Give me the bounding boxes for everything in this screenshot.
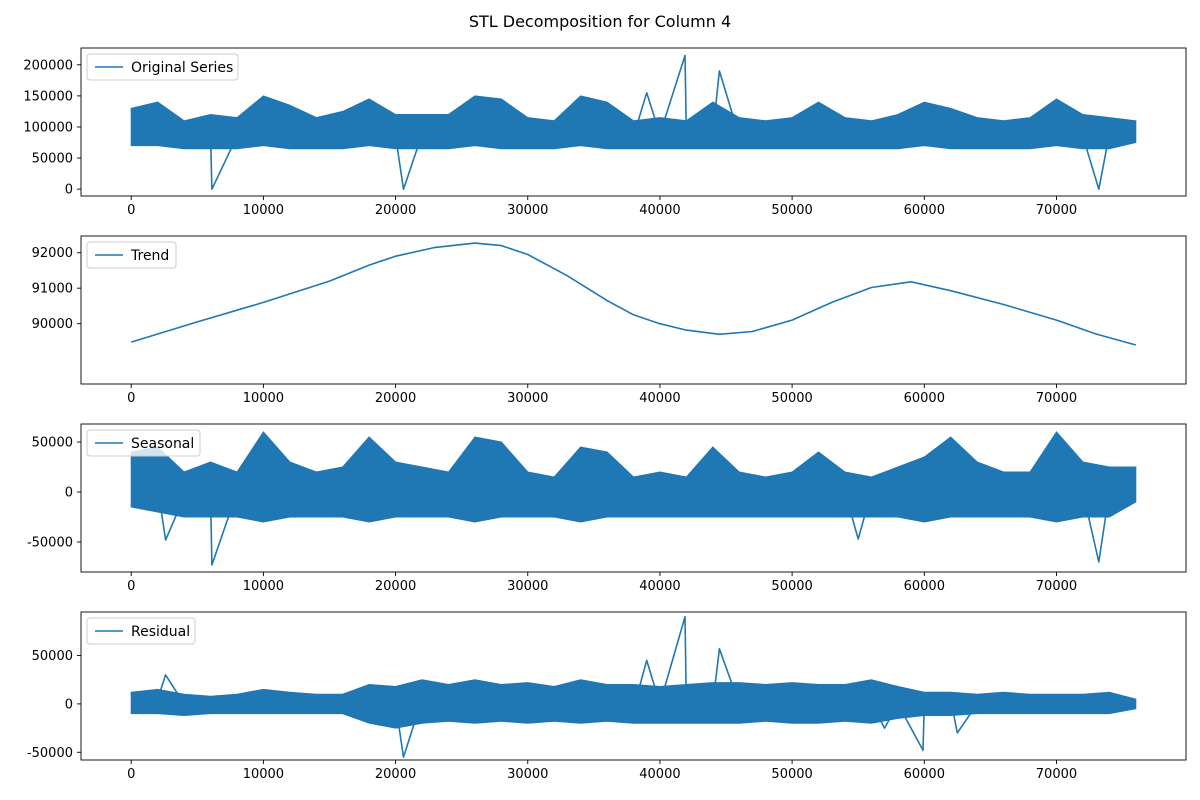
- x-tick-label: 40000: [639, 767, 680, 782]
- plot-area: [130, 616, 1137, 758]
- x-tick-label: 50000: [771, 391, 812, 406]
- y-tick-label: 0: [65, 486, 73, 501]
- legend-label: Original Series: [131, 60, 233, 76]
- x-tick-label: 50000: [771, 203, 812, 218]
- x-tick-label: 20000: [375, 767, 416, 782]
- x-tick-label: 0: [127, 203, 135, 218]
- legend: Residual: [86, 617, 196, 645]
- plot-area: [130, 431, 1137, 566]
- x-tick-label: 40000: [639, 203, 680, 218]
- y-tick-label: 90000: [32, 317, 73, 332]
- legend-label: Seasonal: [131, 436, 194, 452]
- figure-title: STL Decomposition for Column 4: [468, 12, 732, 31]
- x-tick-label: 60000: [904, 579, 945, 594]
- x-tick-label: 0: [127, 391, 135, 406]
- subplot-3: 0 10000 20000 30000 40000 50000 60000 70000 -500…: [27, 423, 1187, 594]
- series-line: [131, 486, 1136, 566]
- x-tick-label: 10000: [243, 767, 284, 782]
- x-tick-label: 20000: [375, 391, 416, 406]
- x-tick-label: 10000: [243, 579, 284, 594]
- y-tick-label: 92000: [32, 246, 73, 261]
- x-tick-label: 30000: [507, 203, 548, 218]
- x-tick-label: 50000: [771, 579, 812, 594]
- axes-frame: [80, 423, 1187, 573]
- legend-label: Trend: [130, 248, 169, 264]
- y-tick-label: 100000: [23, 120, 73, 135]
- x-tick-label: 10000: [243, 391, 284, 406]
- series-band: [130, 679, 1137, 729]
- legend-box: [86, 617, 196, 645]
- y-tick-label: 91000: [32, 282, 73, 297]
- x-tick-label: 70000: [1036, 767, 1077, 782]
- legend: Seasonal: [86, 429, 201, 457]
- axes-frame: [80, 235, 1187, 385]
- x-tick-label: 20000: [375, 579, 416, 594]
- x-tick-label: 30000: [507, 579, 548, 594]
- y-tick-label: 0: [65, 183, 73, 198]
- x-tick-label: 70000: [1036, 203, 1077, 218]
- x-tick-label: 20000: [375, 203, 416, 218]
- plot-area: [130, 242, 1137, 346]
- axes-frame: [80, 611, 1187, 761]
- legend: Original Series: [86, 53, 239, 81]
- axes-frame: [80, 47, 1187, 197]
- y-tick-label: 150000: [23, 89, 73, 104]
- x-tick-label: 40000: [639, 579, 680, 594]
- x-tick-label: 60000: [904, 391, 945, 406]
- x-tick-label: 10000: [243, 203, 284, 218]
- legend-box: [86, 429, 201, 457]
- series-line: [130, 242, 1137, 346]
- x-tick-label: 30000: [507, 767, 548, 782]
- legend-box: [86, 53, 239, 81]
- series-band: [130, 431, 1137, 523]
- legend-box: [86, 241, 177, 269]
- x-tick-label: 40000: [639, 391, 680, 406]
- subplot-2: 0 10000 20000 30000 40000 50000 60000 70000 9000…: [32, 235, 1187, 406]
- y-tick-label: -50000: [27, 746, 73, 761]
- x-tick-label: 60000: [904, 203, 945, 218]
- x-tick-label: 70000: [1036, 579, 1077, 594]
- legend: Trend: [86, 241, 177, 269]
- y-tick-label: 0: [65, 697, 73, 712]
- series-line: [131, 54, 1136, 190]
- y-tick-label: -50000: [27, 536, 73, 551]
- y-tick-label: 50000: [32, 436, 73, 451]
- series-band: [130, 95, 1137, 150]
- y-tick-label: 50000: [32, 649, 73, 664]
- x-tick-label: 70000: [1036, 391, 1077, 406]
- y-tick-label: 50000: [32, 152, 73, 167]
- series-line: [131, 616, 1136, 758]
- x-tick-label: 0: [127, 767, 135, 782]
- x-tick-label: 0: [127, 579, 135, 594]
- x-tick-label: 60000: [904, 767, 945, 782]
- subplot-1: 0 10000 20000 30000 40000 50000 60000 70000 0 500…: [23, 47, 1187, 218]
- subplot-4: 0 10000 20000 30000 40000 50000 60000 70000 -500…: [27, 611, 1187, 782]
- x-tick-label: 50000: [771, 767, 812, 782]
- plot-area: [130, 54, 1137, 190]
- y-tick-label: 200000: [23, 58, 73, 73]
- legend-label: Residual: [131, 624, 190, 640]
- x-tick-label: 30000: [507, 391, 548, 406]
